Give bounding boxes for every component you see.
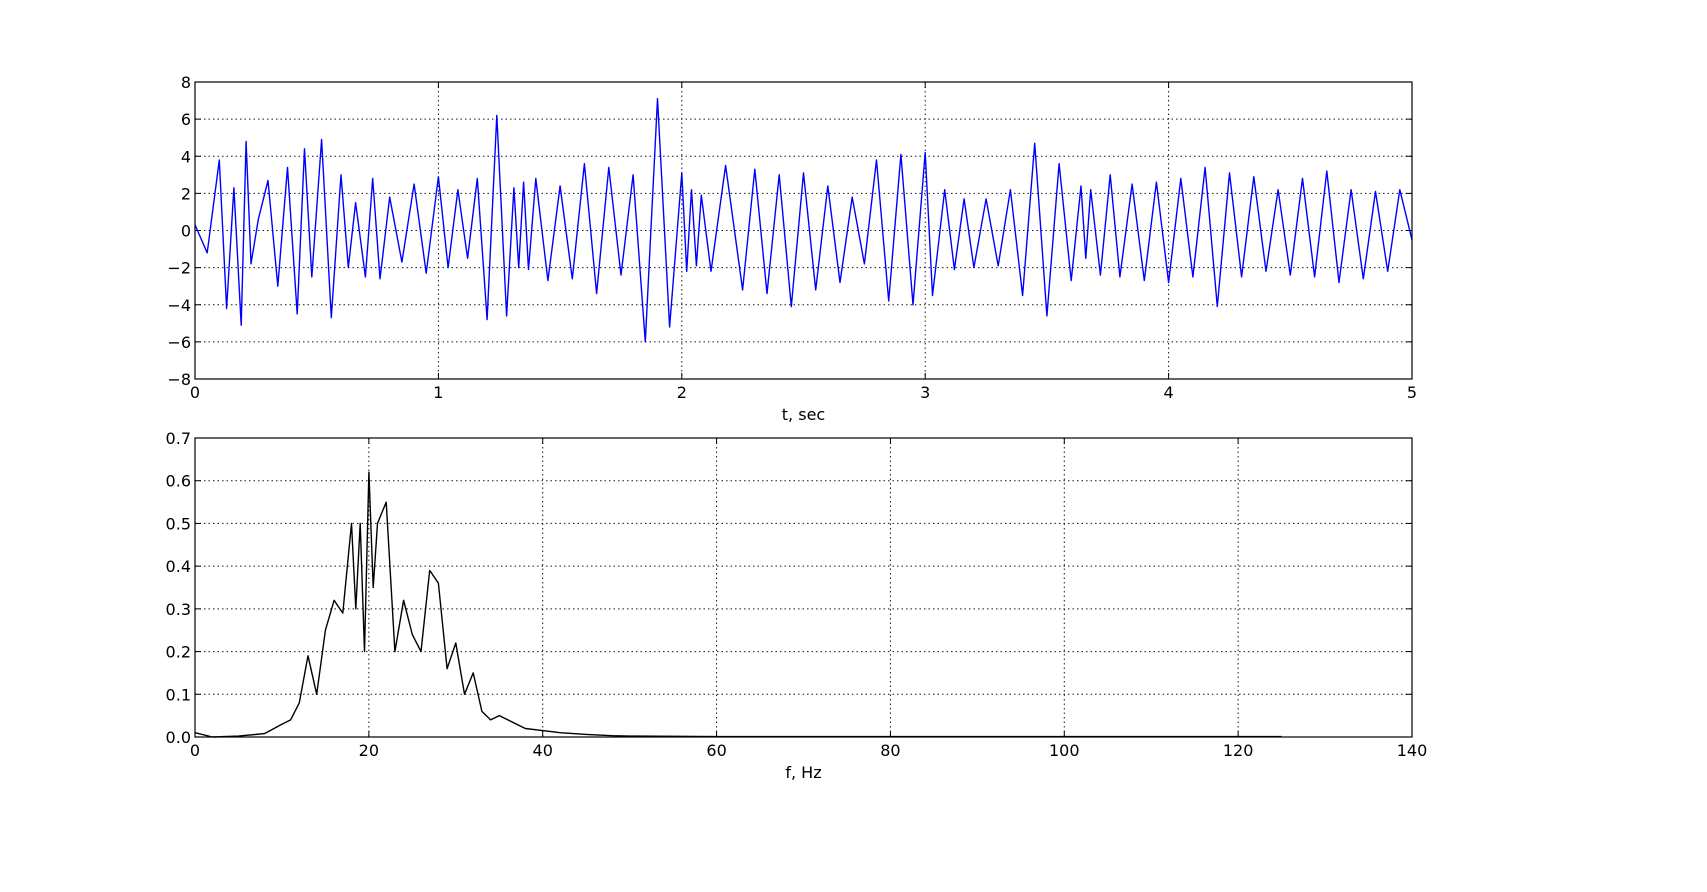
time-signal-x-tick-labels: 0 1 2 3 4 5: [190, 383, 1417, 402]
time-signal-x-tick-label: 4: [1164, 383, 1174, 402]
spectrum-y-tick-label: 0.4: [166, 557, 191, 576]
time-signal-y-tick-label: −4: [167, 296, 191, 315]
spectrum-x-tick-label: 120: [1223, 741, 1254, 760]
time-signal-series: [194, 97, 1413, 343]
spectrum-x-tick-label: 20: [359, 741, 379, 760]
spectrum-y-tick-label: 0.2: [166, 643, 191, 662]
spectrum-x-tick-label: 0: [190, 741, 200, 760]
spectrum-x-tick-label: 60: [706, 741, 726, 760]
spectrum-y-tick-label: 0.3: [166, 600, 191, 619]
time-signal-y-tick-label: −2: [167, 259, 191, 278]
time-signal-x-tick-label: 1: [433, 383, 443, 402]
time-signal-frame: [194, 81, 1413, 380]
time-signal-y-tick-label: 0: [181, 222, 191, 241]
spectrum-y-tick-label: 0.5: [166, 514, 191, 533]
spectrum-x-tick-label: 80: [880, 741, 900, 760]
spectrum-y-tick-label: 0.7: [166, 429, 191, 448]
spectrum-y-tick-labels: 0.0 0.1 0.2 0.3 0.4 0.5 0.6 0.7: [166, 429, 191, 747]
spectrum-x-tick-labels: 0 20 40 60 80 100 120 140: [190, 741, 1427, 760]
spectrum-x-tick-label: 140: [1397, 741, 1428, 760]
spectrum-x-axis-label: f, Hz: [785, 763, 821, 782]
time-signal-x-tick-label: 5: [1407, 383, 1417, 402]
time-signal-y-tick-label: 8: [181, 73, 191, 92]
spectrum-y-tick-label: 0.6: [166, 472, 191, 491]
time-signal-line: [194, 97, 1413, 343]
time-signal-x-tick-label: 3: [920, 383, 930, 402]
spectrum-y-tick-label: 0.1: [166, 685, 191, 704]
time-signal-y-tick-label: 4: [181, 147, 191, 166]
spectrum-x-tick-label: 40: [533, 741, 553, 760]
spectrum-x-tick-label: 100: [1049, 741, 1080, 760]
spectrum-plot: 0 20 40 60 80 100 120 140 0.0 0.1 0.2 0.3 0.4 0.5 0.6…: [166, 429, 1428, 782]
spectrum-frame: [194, 437, 1413, 738]
spectrum-series: [194, 471, 1282, 738]
time-signal-y-tick-label: 6: [181, 110, 191, 129]
time-signal-x-axis-label: t, sec: [782, 405, 825, 424]
time-signal-plot: 0 1 2 3 4 5 −8 −6 −4 −2 0 2 4 6 8 t, sec: [167, 73, 1417, 424]
time-signal-y-tick-label: −6: [167, 333, 191, 352]
spectrum-line: [194, 471, 1282, 738]
time-signal-y-tick-labels: −8 −6 −4 −2 0 2 4 6 8: [167, 73, 191, 389]
time-signal-x-tick-label: 2: [677, 383, 687, 402]
time-signal-x-tick-label: 0: [190, 383, 200, 402]
time-signal-y-tick-label: −8: [167, 370, 191, 389]
spectrum-y-tick-label: 0.0: [166, 728, 191, 747]
time-signal-y-tick-label: 2: [181, 184, 191, 203]
